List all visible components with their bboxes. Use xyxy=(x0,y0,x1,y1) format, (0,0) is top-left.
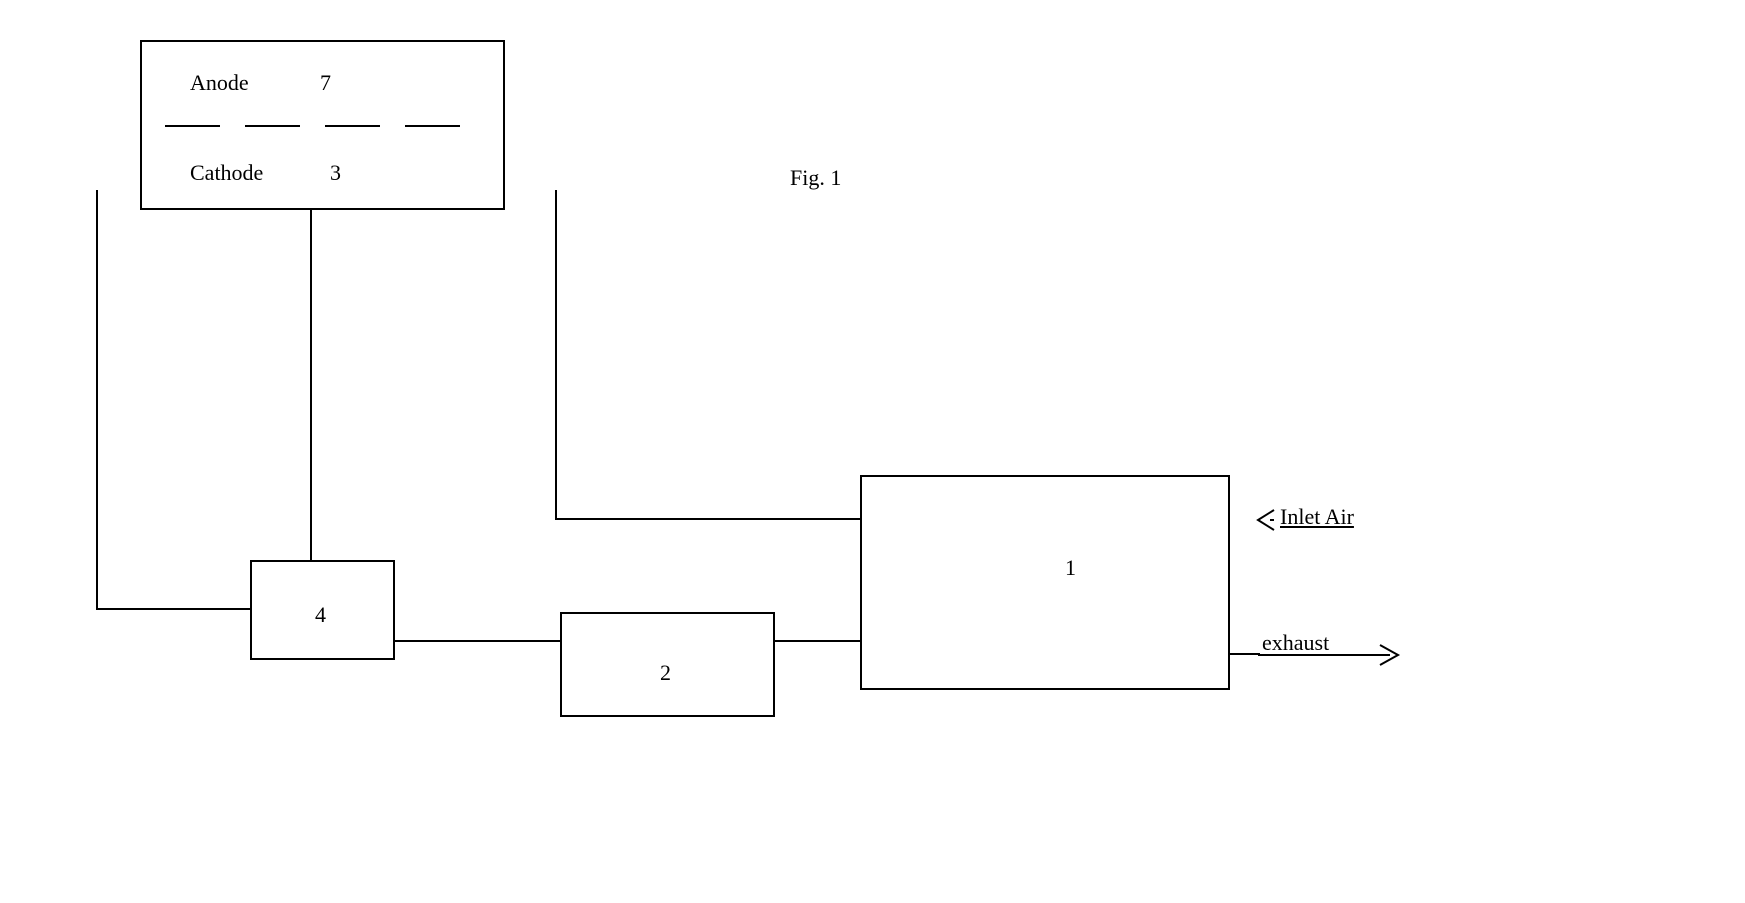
cathode-label: Cathode xyxy=(190,160,263,186)
edge-cell-right-right xyxy=(555,518,862,520)
box-1 xyxy=(860,475,1230,690)
edge-box2-box1 xyxy=(775,640,862,642)
edge-cell-left-right xyxy=(96,608,252,610)
cell-divider-seg xyxy=(165,125,220,127)
edge-cell-right-down xyxy=(555,190,557,520)
inlet-air-arrow xyxy=(1252,508,1382,532)
cell-divider-seg xyxy=(405,125,460,127)
cell-divider-seg xyxy=(245,125,300,127)
anode-number: 7 xyxy=(320,70,331,96)
edge-box4-box2 xyxy=(395,640,560,642)
exhaust-start-tick xyxy=(1230,653,1260,655)
edge-cell-left-down xyxy=(96,190,98,610)
anode-label: Anode xyxy=(190,70,249,96)
cathode-number: 3 xyxy=(330,160,341,186)
box-4-label: 4 xyxy=(315,602,326,628)
exhaust-arrow xyxy=(1258,643,1408,667)
figure-title: Fig. 1 xyxy=(790,165,841,191)
cell-divider-seg xyxy=(325,125,380,127)
edge-cell-bottom-down xyxy=(310,210,312,560)
box-1-label: 1 xyxy=(1065,555,1076,581)
box-2-label: 2 xyxy=(660,660,671,686)
